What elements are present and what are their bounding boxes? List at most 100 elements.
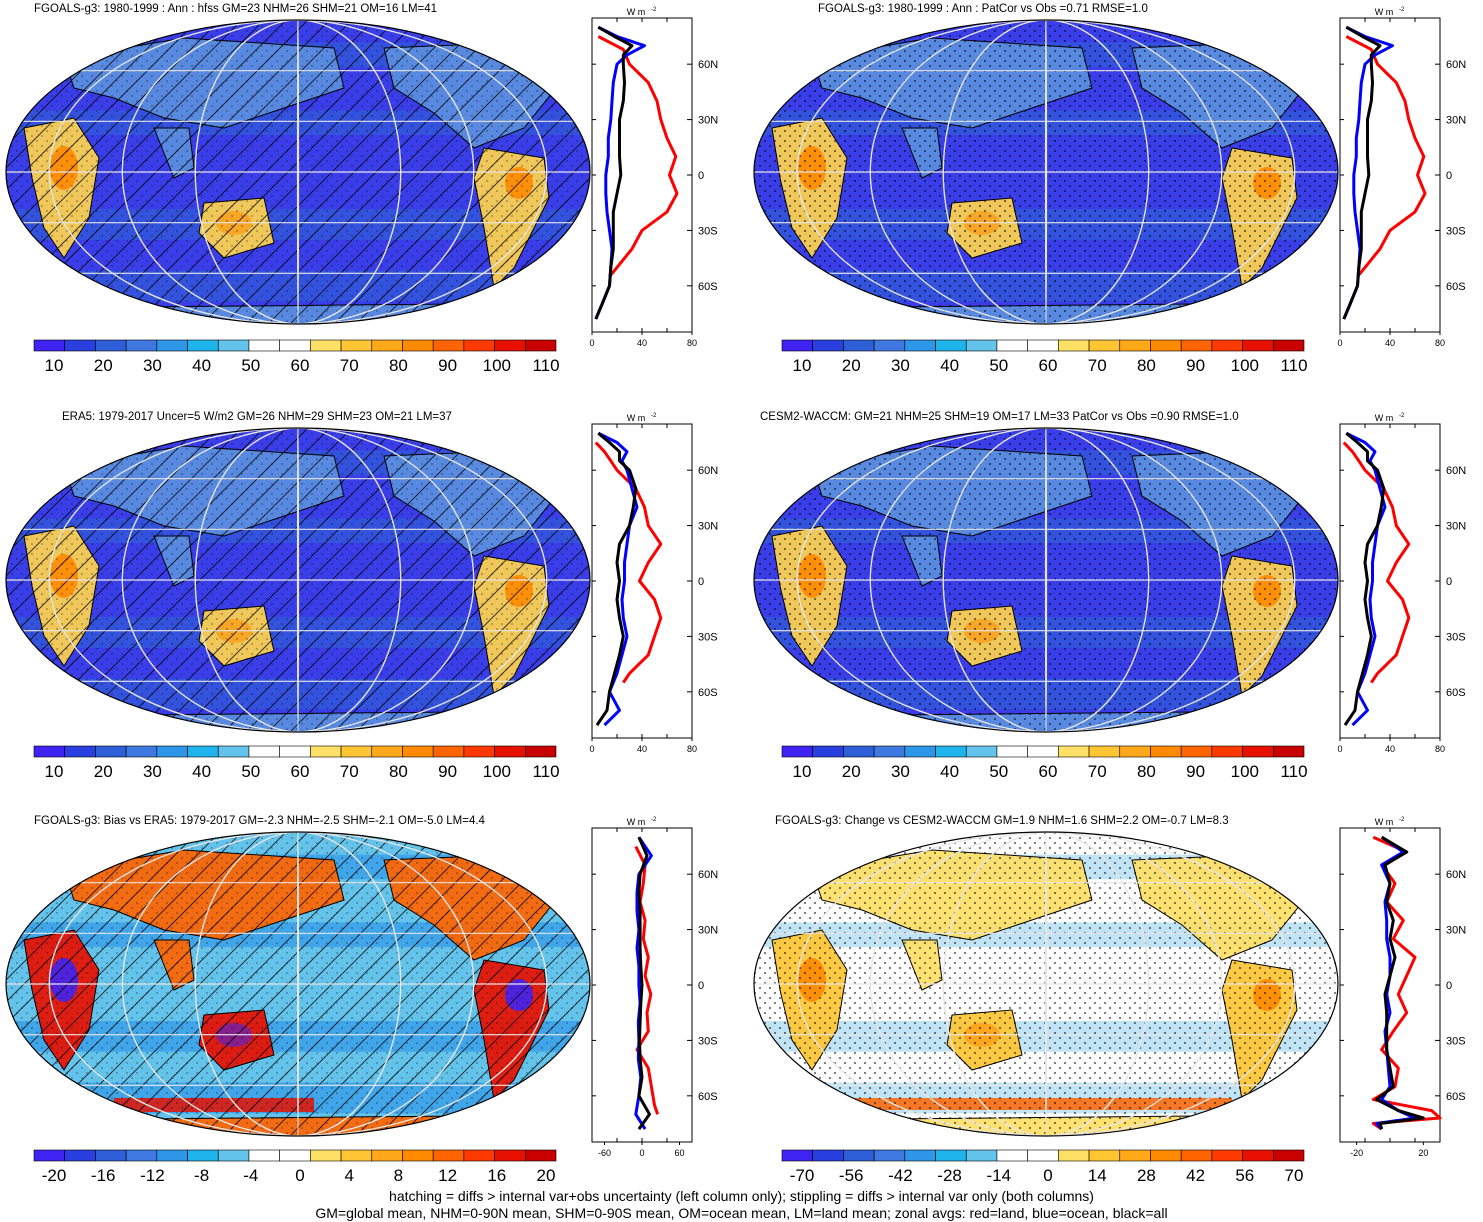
colorbar-tick-label: 20 xyxy=(842,762,861,781)
zonal-x-tick-label: 0 xyxy=(589,744,594,754)
zonal-mean-plot: W m -2 60N 30N 0 30S 60S 0 40 80 xyxy=(1337,413,1466,754)
zonal-line-land xyxy=(597,35,679,278)
zonal-units-label: W m xyxy=(627,817,646,827)
colorbar-tick-label: 8 xyxy=(394,1166,403,1185)
colorbar-swatch xyxy=(996,745,1028,758)
colorbar-swatch xyxy=(812,745,844,758)
zonal-x-tick-label: 80 xyxy=(687,338,697,348)
zonal-units-exponent: -2 xyxy=(651,413,657,419)
colorbar-swatch xyxy=(494,1149,526,1162)
zonal-line-all xyxy=(1375,835,1425,1130)
colorbar-tick-label: 70 xyxy=(1088,762,1107,781)
lat-tick-label: 30N xyxy=(698,115,718,127)
zonal-line-land xyxy=(1342,441,1411,684)
colorbar-tick-label: 20 xyxy=(94,356,113,375)
colorbar-swatch xyxy=(279,745,311,758)
zonal-line-ocean xyxy=(597,431,639,727)
zonal-x-tick-label: 80 xyxy=(687,744,697,754)
map xyxy=(5,831,591,1137)
colorbar-tick-label: 70 xyxy=(1285,1166,1304,1185)
colorbar-tick-label: -56 xyxy=(839,1166,864,1185)
zonal-x-tick-label: 80 xyxy=(1435,744,1445,754)
lat-tick-label: 60S xyxy=(1446,687,1466,699)
colorbar-tick-label: 90 xyxy=(438,762,457,781)
colorbar-swatch xyxy=(1027,339,1059,352)
colorbar-swatch xyxy=(1180,1149,1213,1162)
colorbar-swatch xyxy=(996,1149,1028,1162)
lat-tick-label: 30S xyxy=(1446,1035,1466,1047)
lat-tick-label: 60S xyxy=(698,281,718,293)
colorbar: 10 20 30 40 50 60 70 80 90 100 110 xyxy=(781,745,1308,781)
colorbar-swatch xyxy=(843,339,875,352)
map-graticule xyxy=(6,428,590,732)
colorbar-tick-label: 0 xyxy=(295,1166,304,1185)
map xyxy=(5,427,591,733)
zonal-x-tick-label: 80 xyxy=(1435,338,1445,348)
zonal-mean-plot: W m -2 60N 30N 0 30S 60S 0 40 80 xyxy=(589,413,718,754)
colorbar-swatch xyxy=(1150,745,1182,758)
colorbar-tick-label: -14 xyxy=(987,1166,1012,1185)
colorbar-swatch xyxy=(1027,745,1059,758)
colorbar-tick-label: 90 xyxy=(1186,762,1205,781)
panel-title: FGOALS-g3: Change vs CESM2-WACCM GM=1.9 … xyxy=(775,815,1229,827)
colorbar-swatch xyxy=(996,339,1028,352)
colorbar-swatch xyxy=(524,1149,557,1162)
colorbar-swatch xyxy=(873,1149,906,1162)
colorbar-tick-label: -16 xyxy=(91,1166,116,1185)
zonal-units-label: W m xyxy=(1375,7,1394,17)
colorbar-swatch xyxy=(64,1149,96,1162)
colorbar-tick-label: 50 xyxy=(241,762,260,781)
colorbar-swatch xyxy=(812,339,844,352)
colorbar-swatch xyxy=(1242,1149,1274,1162)
zonal-line-all xyxy=(1342,25,1382,320)
colorbar-swatch xyxy=(33,339,66,352)
zonal-x-tick-label: 60 xyxy=(674,1148,684,1158)
zonal-units-label: W m xyxy=(1375,817,1394,827)
colorbar-swatch xyxy=(463,1149,495,1162)
colorbar-swatch xyxy=(965,745,998,758)
colorbar-swatch xyxy=(1242,745,1274,758)
colorbar-swatch xyxy=(494,339,526,352)
zonal-line-all xyxy=(1343,432,1386,726)
colorbar-swatch xyxy=(812,1149,844,1162)
colorbar-tick-label: 100 xyxy=(483,762,511,781)
colorbar: -20 -16 -12 -8 -4 0 4 8 12 16 20 xyxy=(33,1149,557,1185)
colorbar-swatch xyxy=(33,1149,66,1162)
lat-tick-label: 30S xyxy=(698,225,718,237)
colorbar-swatch xyxy=(1150,1149,1182,1162)
colorbar-tick-label: 110 xyxy=(1280,356,1307,375)
colorbar-swatch xyxy=(64,339,96,352)
map-field xyxy=(754,20,1338,324)
zonal-units-exponent: -2 xyxy=(1399,413,1405,419)
colorbar-swatch xyxy=(310,1149,342,1162)
map xyxy=(753,427,1339,733)
colorbar-tick-label: 56 xyxy=(1235,1166,1254,1185)
zonal-x-tick-label: 40 xyxy=(637,744,647,754)
zonal-units-exponent: -2 xyxy=(651,7,657,13)
colorbar-swatch xyxy=(463,745,495,758)
colorbar-swatch xyxy=(494,745,526,758)
colorbar: -70 -56 -42 -28 -14 0 14 28 42 56 70 xyxy=(781,1149,1305,1185)
colorbar-swatch xyxy=(432,745,465,758)
colorbar-swatch xyxy=(279,339,311,352)
colorbar-swatch xyxy=(463,339,495,352)
colorbar-swatch xyxy=(371,339,403,352)
map-graticule xyxy=(754,428,1338,732)
lat-tick-label: 60N xyxy=(1446,59,1466,71)
lat-tick-label: 30N xyxy=(698,925,718,937)
colorbar-swatch xyxy=(935,745,967,758)
colorbar-tick-label: 90 xyxy=(1186,356,1205,375)
colorbar-tick-label: 30 xyxy=(143,762,162,781)
colorbar-tick-label: 110 xyxy=(532,356,559,375)
map-outline xyxy=(753,831,1339,1137)
zonal-line-all xyxy=(594,25,634,320)
colorbar-tick-label: 28 xyxy=(1137,1166,1156,1185)
colorbar-swatch xyxy=(1058,745,1090,758)
colorbar-swatch xyxy=(248,1149,280,1162)
lat-tick-label: 30N xyxy=(1446,115,1466,127)
colorbar-tick-label: 100 xyxy=(1231,356,1259,375)
colorbar-tick-label: 50 xyxy=(241,356,260,375)
map xyxy=(5,19,591,325)
colorbar-tick-label: 60 xyxy=(1039,762,1058,781)
colorbar-tick-label: 0 xyxy=(1043,1166,1052,1185)
